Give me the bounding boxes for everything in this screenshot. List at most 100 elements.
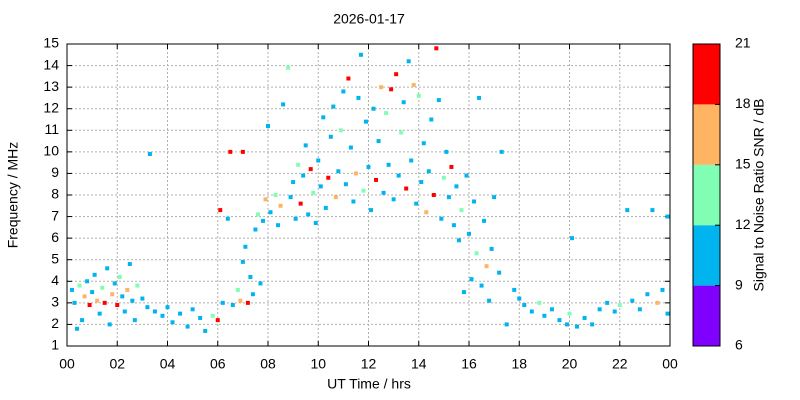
snr-cell bbox=[250, 292, 255, 297]
snr-cell bbox=[105, 266, 110, 271]
y-tick-label: 6 bbox=[51, 229, 59, 245]
snr-cell bbox=[260, 218, 265, 223]
x-tick-label: 20 bbox=[562, 356, 578, 372]
snr-cell bbox=[278, 203, 283, 208]
colorbar-segment bbox=[693, 225, 720, 286]
snr-cell bbox=[590, 322, 595, 327]
x-tick-label: 02 bbox=[109, 356, 125, 372]
x-tick-label: 08 bbox=[260, 356, 276, 372]
snr-cell bbox=[504, 322, 509, 327]
snr-cell bbox=[479, 283, 484, 288]
snr-cell bbox=[293, 216, 298, 221]
snr-cell bbox=[582, 315, 587, 320]
y-tick-label: 7 bbox=[51, 207, 59, 223]
x-tick-label: 14 bbox=[411, 356, 427, 372]
y-tick-label: 14 bbox=[43, 56, 59, 72]
snr-cell bbox=[371, 106, 376, 111]
snr-cell bbox=[245, 300, 250, 305]
snr-cell bbox=[230, 303, 235, 308]
snr-cell bbox=[411, 82, 416, 87]
snr-cell bbox=[630, 298, 635, 303]
snr-cell bbox=[454, 184, 459, 189]
snr-cell bbox=[328, 134, 333, 139]
snr-cell bbox=[542, 313, 547, 318]
snr-cell bbox=[72, 300, 77, 305]
snr-cell bbox=[190, 307, 195, 312]
snr-cell bbox=[439, 216, 444, 221]
snr-cell bbox=[369, 208, 374, 213]
snr-cell bbox=[374, 177, 379, 182]
x-tick-label: 12 bbox=[361, 356, 377, 372]
snr-cell bbox=[484, 264, 489, 269]
x-tick-label: 00 bbox=[59, 356, 75, 372]
snr-cell bbox=[366, 164, 371, 169]
x-tick-label: 22 bbox=[612, 356, 628, 372]
snr-cell bbox=[492, 195, 497, 200]
snr-cell bbox=[308, 167, 313, 172]
snr-cell bbox=[341, 89, 346, 94]
snr-cell bbox=[97, 311, 102, 316]
snr-cell bbox=[125, 287, 130, 292]
snr-cell bbox=[296, 162, 301, 167]
snr-cell bbox=[461, 290, 466, 295]
snr-cell bbox=[537, 300, 542, 305]
colorbar-tick-label: 21 bbox=[735, 35, 751, 51]
snr-cell bbox=[235, 287, 240, 292]
snr-cell bbox=[215, 318, 220, 323]
snr-cell bbox=[444, 149, 449, 154]
snr-cell bbox=[567, 311, 572, 316]
snr-cell bbox=[426, 169, 431, 174]
colorbar-tick-label: 12 bbox=[735, 216, 751, 232]
snr-cell bbox=[288, 195, 293, 200]
snr-cell bbox=[248, 274, 253, 279]
y-tick-label: 3 bbox=[51, 294, 59, 310]
plot-frame bbox=[66, 43, 671, 347]
colorbar-segment bbox=[693, 285, 720, 346]
snr-cell bbox=[316, 158, 321, 163]
x-tick-label: 18 bbox=[511, 356, 527, 372]
snr-cell bbox=[570, 236, 575, 241]
snr-cell bbox=[77, 283, 82, 288]
snr-cell bbox=[477, 95, 482, 100]
snr-cell bbox=[575, 324, 580, 329]
snr-cell bbox=[70, 287, 75, 292]
x-tick-label: 10 bbox=[310, 356, 326, 372]
snr-cell bbox=[178, 311, 183, 316]
snr-cell bbox=[522, 303, 527, 308]
snr-cell bbox=[665, 214, 670, 219]
snr-cell bbox=[140, 296, 145, 301]
colorbar-tick-label: 6 bbox=[735, 337, 743, 353]
snr-cell bbox=[323, 205, 328, 210]
snr-cell bbox=[379, 85, 384, 90]
snr-cell bbox=[399, 130, 404, 135]
snr-cell bbox=[266, 123, 270, 128]
snr-cell bbox=[122, 309, 127, 314]
snr-cell bbox=[464, 173, 469, 178]
snr-cell bbox=[238, 298, 243, 303]
snr-cell bbox=[170, 320, 175, 325]
snr-cell bbox=[421, 141, 426, 146]
snr-cell bbox=[225, 216, 230, 221]
colorbar-label: Signal to Noise Ratio SNR / dB bbox=[751, 99, 767, 292]
y-tick-label: 9 bbox=[51, 164, 59, 180]
x-tick-label: 16 bbox=[461, 356, 477, 372]
snr-cell bbox=[564, 322, 569, 327]
snr-cell bbox=[240, 259, 245, 264]
snr-cell bbox=[549, 307, 554, 312]
snr-cell bbox=[255, 212, 260, 217]
snr-cell bbox=[655, 300, 660, 305]
snr-cell bbox=[268, 210, 273, 215]
snr-cell bbox=[107, 322, 112, 327]
colorbar-tick-label: 15 bbox=[735, 156, 751, 172]
y-tick-label: 10 bbox=[43, 143, 59, 159]
snr-cell bbox=[389, 87, 394, 92]
snr-cell bbox=[291, 180, 296, 185]
snr-cell bbox=[127, 262, 132, 267]
y-tick-label: 15 bbox=[43, 35, 59, 51]
snr-cell bbox=[185, 324, 190, 329]
snr-cell bbox=[431, 193, 436, 197]
snr-cell bbox=[358, 52, 363, 57]
snr-cell bbox=[637, 307, 642, 312]
